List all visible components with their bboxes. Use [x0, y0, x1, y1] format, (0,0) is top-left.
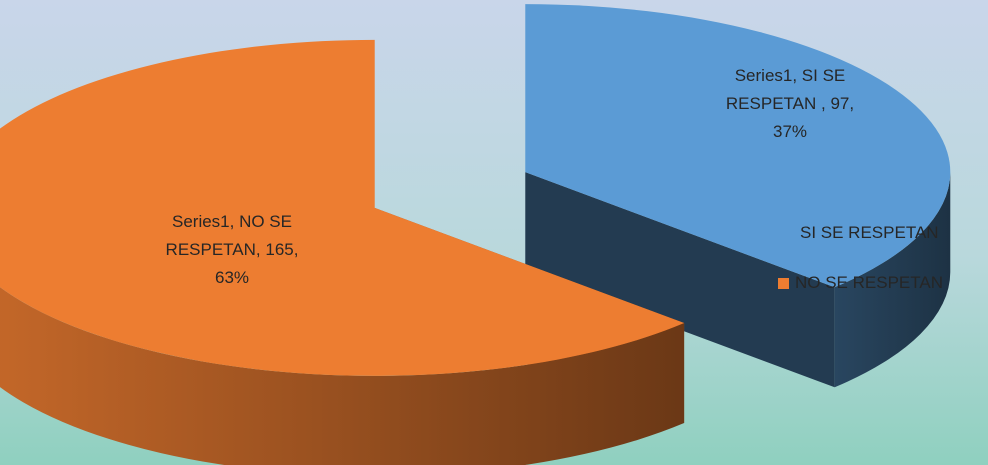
- data-label-si-line1: Series1, SI SE: [734, 66, 846, 85]
- pie-slice-no-se-respetan: [0, 39, 685, 465]
- data-label-no-line2: RESPETAN, 165,: [165, 240, 299, 259]
- data-label-si-line3: 37%: [772, 122, 808, 141]
- pie-slice-si-se-respetan-side-1: [834, 172, 951, 388]
- data-label-no-line1: Series1, NO SE: [172, 212, 292, 231]
- pie-slice-si-se-respetan-top: [525, 4, 951, 288]
- pie-slice-si-se-respetan: [525, 4, 951, 388]
- legend-entry-si-se-respetan: SI SE RESPETAN: [800, 223, 939, 243]
- data-label-si-se-respetan: Series1, SI SE RESPETAN , 97, 37%: [680, 62, 900, 146]
- legend-label-no-se-respetan: NO SE RESPETAN: [795, 273, 943, 292]
- data-label-si-line2: RESPETAN , 97,: [725, 94, 855, 113]
- legend-label-si-se-respetan: SI SE RESPETAN: [800, 223, 939, 242]
- pie-slice-no-se-respetan-top: [0, 39, 685, 376]
- data-label-no-line3: 63%: [214, 268, 250, 287]
- legend-swatch-no-se-respetan: [778, 277, 789, 289]
- legend-entry-no-se-respetan: NO SE RESPETAN: [778, 273, 943, 293]
- pie-slice-no-se-respetan-side-1: [0, 287, 685, 465]
- data-label-no-se-respetan: Series1, NO SE RESPETAN, 165, 63%: [112, 208, 352, 292]
- pie-slice-si-se-respetan-cut-wall-2: [525, 172, 835, 388]
